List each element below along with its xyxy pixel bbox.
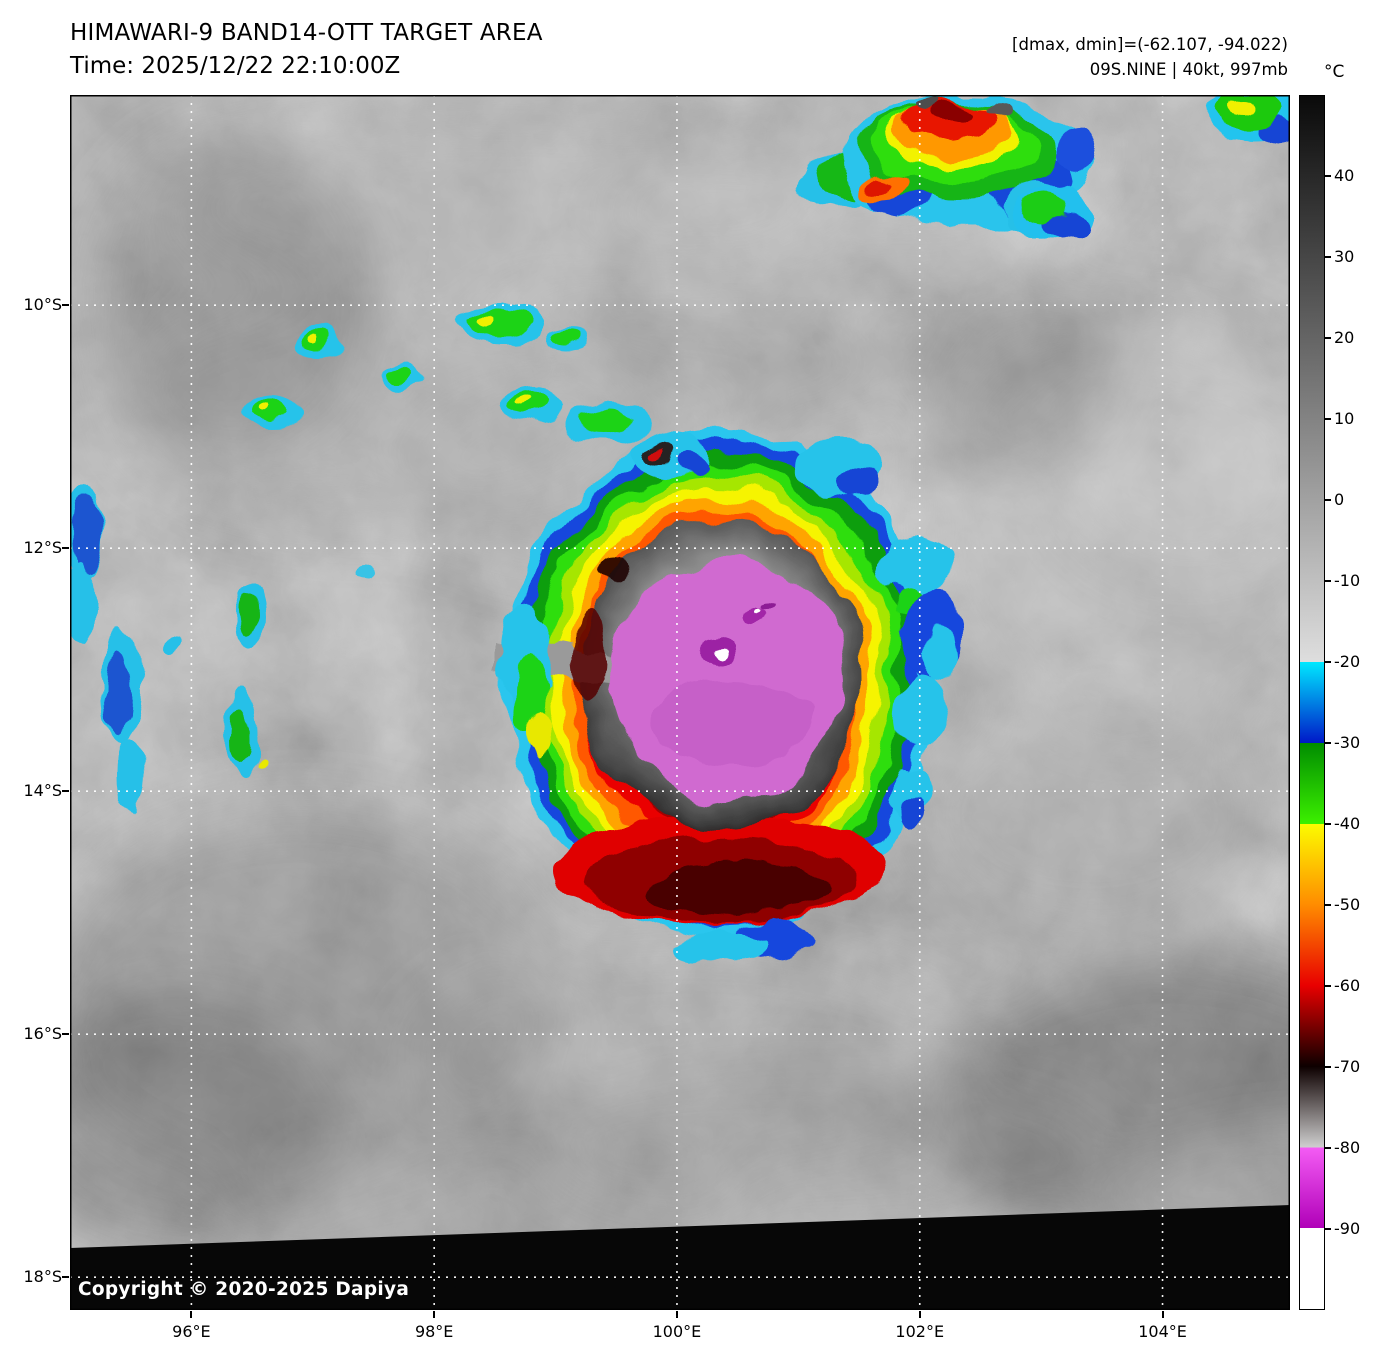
lon-axis-tick — [433, 1311, 436, 1318]
colorbar-tick-label: 40 — [1334, 166, 1355, 185]
map-panel — [70, 95, 1290, 1310]
colorbar-tick-label: 0 — [1334, 490, 1345, 509]
lon-axis-label: 98°E — [414, 1322, 454, 1341]
colorbar-tick-label: -40 — [1334, 814, 1361, 833]
lon-axis-label: 96°E — [172, 1322, 211, 1341]
map-border — [70, 95, 1290, 1310]
colorbar-tick-label: 10 — [1334, 409, 1355, 428]
storm-info-annotation: 09S.NINE | 40kt, 997mb — [1089, 60, 1288, 79]
colorbar-tick-mark — [1325, 904, 1331, 906]
colorbar-tick-mark — [1325, 580, 1331, 582]
lat-axis-label: 18°S — [23, 1267, 62, 1287]
colorbar-tick-mark — [1325, 175, 1331, 177]
colorbar-tick-mark — [1325, 1147, 1331, 1149]
colorbar-tick-label: 20 — [1334, 328, 1355, 347]
cyclone-cold-core — [610, 560, 844, 800]
lat-axis-tick — [62, 1276, 69, 1279]
tropical-cyclone — [495, 430, 935, 936]
satellite-image — [70, 95, 1290, 1310]
colorbar-tick-label: -70 — [1334, 1057, 1361, 1076]
lon-axis-label: 100°E — [652, 1322, 702, 1341]
lat-axis-label: 10°S — [23, 295, 62, 315]
lat-axis-tick — [62, 790, 69, 793]
lat-axis-label: 16°S — [23, 1024, 62, 1044]
colorbar-tick-label: -50 — [1334, 895, 1361, 914]
colorbar-tick-label: -90 — [1334, 1219, 1361, 1238]
timestamp: Time: 2025/12/22 22:10:00Z — [70, 53, 401, 79]
colorbar-tick-mark — [1325, 1066, 1331, 1068]
colorbar-tick-label: -20 — [1334, 652, 1361, 671]
corner-convective-cell — [1207, 95, 1290, 147]
lon-axis-tick — [918, 1311, 921, 1318]
colorbar-tick-mark — [1325, 337, 1331, 339]
lon-axis-tick — [675, 1311, 678, 1318]
colorbar-tick-mark — [1325, 256, 1331, 258]
lat-axis-label: 12°S — [23, 538, 62, 558]
colorbar-tick-label: -60 — [1334, 976, 1361, 995]
copyright-text: Copyright © 2020-2025 Dapiya — [78, 1279, 410, 1300]
lat-axis-tick — [62, 547, 69, 550]
lon-axis-label: 104°E — [1138, 1322, 1187, 1341]
colorbar-tick-label: 30 — [1334, 247, 1355, 266]
lon-axis-label: 102°E — [895, 1322, 945, 1341]
lat-axis-label: 14°S — [23, 781, 62, 801]
west-edge-streaks — [70, 484, 268, 811]
lat-axis-tick — [62, 304, 69, 307]
small-cell-ne — [1014, 183, 1090, 243]
colorbar-tick-mark — [1325, 742, 1331, 744]
gridlines — [70, 95, 1290, 1310]
scattered-convection — [242, 303, 962, 961]
colorbar-tick-mark — [1325, 661, 1331, 663]
lon-axis-tick — [1161, 1311, 1164, 1318]
colorbar-tick-mark — [1325, 823, 1331, 825]
page-title: HIMAWARI-9 BAND14-OTT TARGET AREA — [70, 20, 543, 46]
colorbar-tick-label: -10 — [1334, 571, 1361, 590]
cyclone-eye — [714, 650, 726, 660]
dmax-dmin-annotation: [dmax, dmin]=(-62.107, -94.022) — [1012, 35, 1288, 54]
no-data-wedge — [70, 1205, 1290, 1310]
colorbar-tick-mark — [1325, 418, 1331, 420]
colorbar-tick-label: -80 — [1334, 1138, 1361, 1157]
colorbar-tick-mark — [1325, 499, 1331, 501]
colorbar-gradient — [1299, 95, 1325, 1310]
lon-axis-tick — [190, 1311, 193, 1318]
colorbar-unit-label: °C — [1324, 62, 1345, 82]
colorbar-tick-label: -30 — [1334, 733, 1361, 752]
colorbar-tick-mark — [1325, 985, 1331, 987]
lat-axis-tick — [62, 1033, 69, 1036]
colorbar-tick-mark — [1325, 1228, 1331, 1230]
